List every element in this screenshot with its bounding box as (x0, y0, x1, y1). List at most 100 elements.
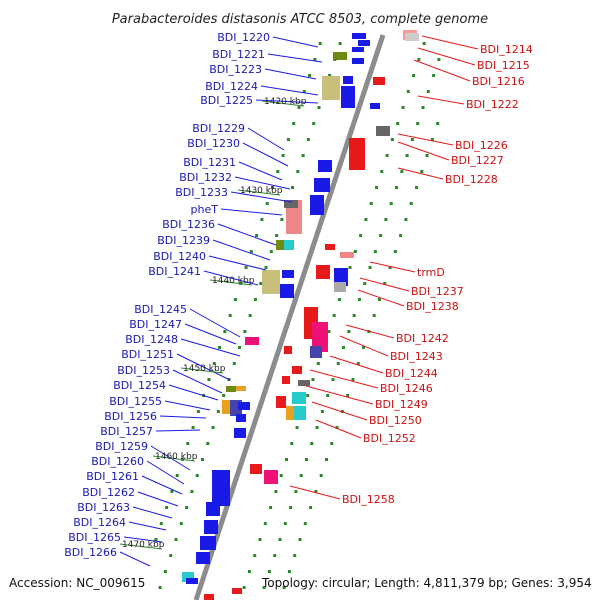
gene-label: BDI_1232 (179, 171, 232, 184)
tick-dot (430, 138, 434, 141)
tick-dot (348, 266, 352, 269)
gene-block (234, 428, 246, 438)
gene-block (286, 200, 302, 234)
gene-block (204, 594, 214, 600)
gene-block (284, 200, 298, 208)
kbp-tick (119, 543, 163, 550)
leader-line (234, 176, 291, 190)
tick-dot (412, 74, 416, 77)
gene-block (373, 77, 385, 85)
tick-dot (351, 378, 355, 381)
gene-block (333, 52, 347, 60)
leader-line (357, 289, 405, 307)
gene-block (358, 40, 370, 46)
tick-dot (247, 570, 251, 573)
tick-dot (373, 250, 377, 253)
gene-label: BDI_1220 (217, 31, 270, 44)
gene-label: BDI_1230 (187, 137, 240, 150)
gene-block (222, 400, 232, 414)
tick-dot (420, 170, 424, 173)
leader-line (189, 308, 241, 338)
tick-dot (163, 570, 167, 573)
leader-line (141, 475, 183, 495)
tick-dot (301, 154, 305, 157)
leader-line (255, 99, 319, 104)
tick-dot (278, 538, 282, 541)
gene-block (182, 572, 194, 582)
tick-dot (282, 586, 286, 589)
gene-label: BDI_1260 (91, 455, 144, 468)
gene-block (236, 386, 246, 391)
gene-block (282, 270, 294, 278)
topology-text: Topology: circular; Length: 4,811,379 bp… (261, 576, 592, 590)
leader-line (164, 400, 211, 411)
tick-dot (191, 426, 195, 429)
tick-dot (238, 346, 242, 349)
tick-dot (212, 362, 216, 365)
tick-dot (317, 106, 321, 109)
tick-dot (286, 138, 290, 141)
tick-dot (290, 442, 294, 445)
tick-dot (401, 106, 405, 109)
tick-dot (311, 378, 315, 381)
gene-block (343, 76, 353, 84)
tick-dot (425, 154, 429, 157)
gene-label: BDI_1227 (451, 154, 504, 167)
tick-dot (216, 410, 220, 413)
tick-dot (416, 122, 420, 125)
tick-dot (396, 122, 400, 125)
leader-line (417, 47, 476, 66)
tick-dot (347, 330, 351, 333)
gene-block (196, 552, 210, 564)
gene-label: BDI_1262 (82, 486, 135, 499)
gene-label: BDI_1265 (68, 531, 121, 544)
tick-dot (170, 490, 174, 493)
kbp-label: 1430 kbp (240, 186, 283, 196)
tick-dot (295, 426, 299, 429)
gene-block (238, 402, 250, 410)
gene-label: BDI_1224 (205, 80, 258, 93)
gene-block (226, 386, 236, 392)
gene-label: BDI_1258 (342, 493, 395, 506)
tick-dot (426, 90, 430, 93)
leader-line (220, 208, 283, 216)
gene-block (310, 195, 324, 215)
tick-dot (154, 538, 158, 541)
leader-line (155, 429, 201, 432)
tick-dot (175, 474, 179, 477)
gene-label: BDI_1259 (95, 440, 148, 453)
tick-dot (269, 250, 273, 253)
gene-block (405, 33, 419, 41)
gene-label: BDI_1261 (86, 470, 139, 483)
tick-dot (275, 234, 279, 237)
tick-dot (242, 586, 246, 589)
kbp-tick (180, 367, 224, 374)
tick-dot (388, 266, 392, 269)
gene-block (316, 265, 330, 279)
gene-label: BDI_1221 (212, 48, 265, 61)
gene-block (212, 470, 230, 506)
kbp-tick (261, 100, 305, 107)
tick-dot (271, 186, 275, 189)
tick-dot (206, 442, 210, 445)
gene-block (250, 464, 262, 474)
kbp-label: 1420 kbp (264, 97, 307, 107)
gene-label: BDI_1246 (380, 382, 433, 395)
leader-line (267, 53, 323, 63)
gene-label: BDI_1216 (472, 75, 525, 88)
tick-dot (369, 202, 373, 205)
gene-features (182, 30, 419, 600)
gene-label: BDI_1253 (117, 364, 170, 377)
tick-dot (276, 170, 280, 173)
tick-dot (264, 266, 268, 269)
tick-dot (359, 234, 363, 237)
tick-dot (302, 90, 306, 93)
tick-dot (432, 74, 436, 77)
gene-label: BDI_1222 (466, 98, 519, 111)
gene-label: BDI_1223 (209, 63, 262, 76)
gene-label: BDI_1256 (104, 410, 157, 423)
tick-dot (158, 586, 162, 589)
gene-block (310, 346, 322, 358)
tick-dot (292, 122, 296, 125)
tick-dot (436, 122, 440, 125)
